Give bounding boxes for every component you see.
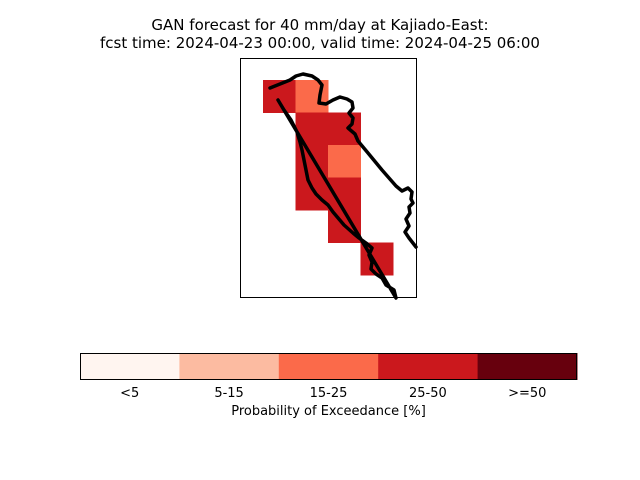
colorbar-tick-label: 15-25 — [309, 386, 348, 401]
colorbar-tick-label: 25-50 — [409, 386, 447, 401]
grid-cell — [295, 177, 329, 211]
map-title-line-2: fcst time: 2024-04-23 00:00, valid time:… — [100, 34, 540, 52]
colorbar-frame — [80, 353, 577, 380]
region-boundary — [268, 72, 418, 300]
colorbar-tick-label: >=50 — [508, 386, 547, 401]
colorbar-bin — [477, 353, 578, 380]
colorbar-axis-label: Probability of Exceedance [%] — [231, 404, 426, 419]
grid-cell — [328, 145, 361, 178]
colorbar-tick-label: <5 — [120, 386, 140, 401]
colorbar-bin — [278, 353, 379, 380]
colorbar-bin — [378, 353, 479, 380]
colorbar-tick-label: 5-15 — [214, 386, 244, 401]
map-title-line-1: GAN forecast for 40 mm/day at Kajiado-Ea… — [151, 16, 489, 34]
colorbar-bin — [179, 353, 280, 380]
colorbar-bin — [80, 353, 180, 380]
map-frame — [240, 58, 417, 298]
colorbar — [80, 353, 578, 380]
grid-cell — [328, 112, 361, 146]
